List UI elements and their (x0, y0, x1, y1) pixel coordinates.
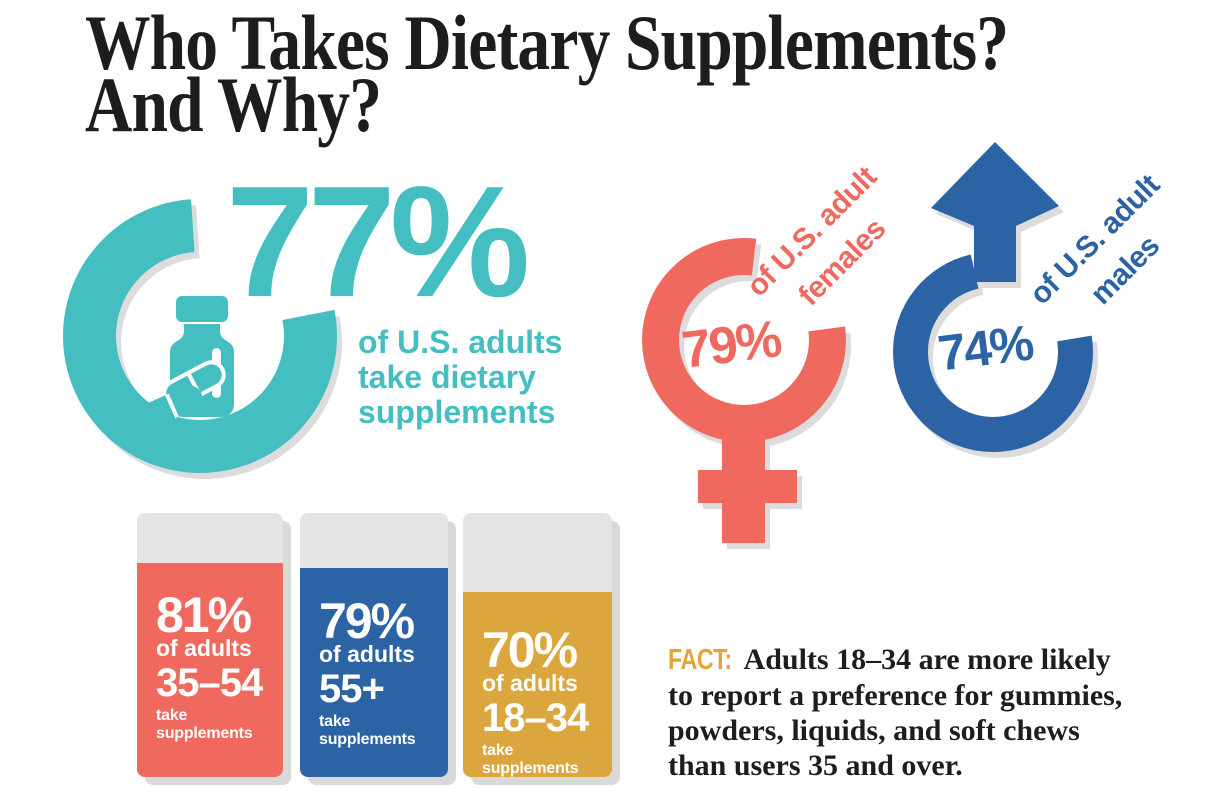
progress-ring-icon (63, 199, 337, 473)
fact-line: FACT: Adults 18–34 are more likely (668, 642, 1228, 678)
bar-age-range: 55+ (319, 667, 385, 712)
bar-fill: 70% of adults 18–34 take supplements (463, 592, 612, 777)
bar-text: 81% of adults 35–54 take supplements (137, 563, 283, 743)
page-title: Who Takes Dietary Supplements? And Why? (85, 0, 1009, 148)
bar-of-label: of adults (156, 635, 252, 662)
fact-line: than users 35 and over. (668, 749, 963, 782)
bar-suffix: take supplements (482, 742, 579, 777)
bar-percent-value: 70% (482, 622, 578, 679)
overall-caption-line: take dietary (358, 359, 536, 395)
fact-label: FACT: (668, 644, 732, 676)
male-ring-arc (893, 252, 1093, 452)
bar-suffix: take supplements (156, 707, 253, 743)
age-bar-35-54: 81% of adults 35–54 take supplements (137, 513, 283, 777)
fact-text: Adults 18–34 are more likely (743, 643, 1111, 676)
bar-of-label: of adults (482, 670, 578, 697)
male-percent-value: 74% (934, 314, 1036, 382)
bar-age-range: 18–34 (482, 696, 589, 741)
female-ring-arc (642, 238, 846, 442)
capsule-icon (141, 385, 203, 427)
bar-text: 70% of adults 18–34 take supplements (463, 592, 612, 777)
female-gender-icon (642, 238, 846, 543)
overall-caption: of U.S. adults take dietary supplements (358, 325, 562, 430)
fact-line: powders, liquids, and soft chews (668, 714, 1080, 747)
male-gender-icon (893, 142, 1093, 452)
bar-fill: 79% of adults 55+ take supplements (300, 568, 448, 777)
fact-paragraph: FACT: Adults 18–34 are more likely to re… (668, 642, 1228, 783)
bottle-cap (176, 296, 228, 322)
age-bar-55-plus: 79% of adults 55+ take supplements (300, 513, 448, 777)
fact-line: to report a preference for gummies, (668, 679, 1123, 712)
female-cross-horizontal (698, 470, 797, 503)
bar-age-range: 35–54 (156, 661, 263, 706)
bar-percent-value: 79% (319, 593, 415, 650)
title-line-2: And Why? (85, 61, 382, 148)
bar-of-label: of adults (319, 641, 415, 668)
pill-bottle-icon (141, 296, 234, 427)
title-line-1: Who Takes Dietary Supplements? (85, 0, 1009, 86)
bar-suffix: take supplements (319, 713, 416, 749)
bar-text: 79% of adults 55+ take supplements (300, 568, 448, 749)
up-arrow-icon (931, 142, 1059, 282)
overall-caption-line: of U.S. adults (358, 324, 563, 360)
bar-percent-value: 81% (156, 587, 252, 644)
overall-percent-value: 77% (226, 154, 530, 330)
age-bar-18-34: 70% of adults 18–34 take supplements (463, 513, 612, 777)
overall-caption-line: supplements (358, 394, 556, 430)
bar-fill: 81% of adults 35–54 take supplements (137, 563, 283, 777)
overall-donut-arc (63, 199, 337, 473)
